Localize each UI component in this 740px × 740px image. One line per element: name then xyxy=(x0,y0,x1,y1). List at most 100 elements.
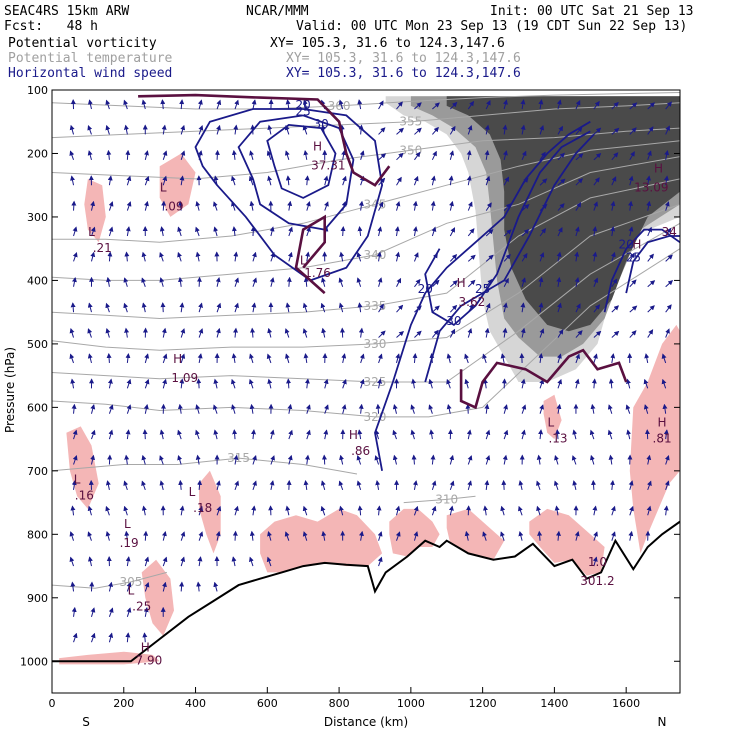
wind-vector xyxy=(428,404,434,414)
wind-vector xyxy=(629,279,637,288)
wind-vector xyxy=(72,251,78,262)
wind-vector xyxy=(539,378,545,389)
wind-vector xyxy=(644,353,650,364)
theta-contour-310 xyxy=(403,495,476,504)
wind-vector xyxy=(143,606,149,617)
wind-vector xyxy=(177,403,183,414)
wind-vector xyxy=(521,277,526,287)
wind-vector xyxy=(105,480,111,490)
wind-vector xyxy=(607,429,613,440)
wind-vector xyxy=(378,201,384,211)
wind-vector xyxy=(338,99,344,110)
pink-region xyxy=(141,559,174,636)
wind-vector xyxy=(124,454,130,465)
field-label-wind: Horizontal wind speed xyxy=(8,66,173,81)
wind-vector xyxy=(575,126,583,135)
wind-vector xyxy=(357,429,363,440)
wind-vector xyxy=(126,607,132,617)
y-tick-label: 600 xyxy=(27,401,48,414)
wind-vector xyxy=(377,556,383,567)
wind-vector xyxy=(593,330,602,338)
plot-area: 3053103153203253303353403453503553602025… xyxy=(52,92,680,667)
wind-vector xyxy=(539,252,545,262)
wind-vector xyxy=(69,327,75,338)
wind-vector xyxy=(647,280,656,288)
wind-vector xyxy=(521,150,527,161)
wind-vector xyxy=(108,201,114,211)
wind-contour-30 xyxy=(266,123,337,199)
y-axis-label: Pressure (hPa) xyxy=(3,347,17,433)
wind-vector xyxy=(144,150,149,160)
wind-vector xyxy=(338,277,344,287)
wind-vector xyxy=(647,253,654,262)
theta-contour-label: 355 xyxy=(399,115,422,129)
wind-vector xyxy=(321,530,327,541)
wind-vector xyxy=(643,378,649,389)
wind-vector xyxy=(105,99,111,110)
wind-vector xyxy=(503,99,508,110)
wind-vector xyxy=(628,226,634,237)
field-xy-wind: XY= 105.3, 31.6 to 124.3,147.6 xyxy=(286,66,521,81)
wind-vector xyxy=(449,480,455,491)
wind-vector xyxy=(537,530,543,541)
wind-vector xyxy=(520,99,526,110)
wind-vector xyxy=(232,530,238,541)
wind-vector xyxy=(396,304,404,313)
wind-vector xyxy=(302,99,308,110)
wind-vector xyxy=(233,454,239,465)
wind-vector xyxy=(357,226,363,237)
wind-vector xyxy=(607,404,613,414)
wind-vector xyxy=(108,429,114,440)
wind-vector xyxy=(142,632,148,643)
wind-vector xyxy=(396,101,403,110)
wind-vector xyxy=(339,454,344,465)
wind-vector xyxy=(484,149,490,160)
pink-region xyxy=(260,508,383,573)
wind-vector xyxy=(269,480,275,490)
wind-vector xyxy=(557,353,562,364)
wind-vector xyxy=(395,353,401,364)
wind-vector xyxy=(267,327,273,338)
model-title: SEAC4RS 15km ARW xyxy=(4,4,130,19)
wind-vector xyxy=(467,279,476,288)
wind-vector xyxy=(412,352,418,363)
wind-vector xyxy=(521,203,530,211)
wind-vector xyxy=(518,530,524,541)
wind-vector xyxy=(665,328,670,338)
wind-vector xyxy=(554,454,559,465)
wind-vector xyxy=(197,353,203,364)
wind-vector xyxy=(430,454,436,465)
wind-vector xyxy=(611,101,619,110)
wind-vector xyxy=(643,404,649,414)
wind-vector xyxy=(248,378,254,389)
wind-vector xyxy=(162,530,167,541)
wind-vector xyxy=(178,276,183,287)
wind-vector xyxy=(269,429,275,440)
wind-vector xyxy=(285,99,291,110)
wind-vector xyxy=(608,378,614,389)
theta-contour-label: 340 xyxy=(364,248,387,262)
wind-vector xyxy=(575,202,582,211)
wind-vector xyxy=(628,530,634,541)
wind-vector xyxy=(125,632,131,643)
wind-vector xyxy=(449,200,454,211)
wind-vector xyxy=(251,429,256,440)
wind-vector xyxy=(303,479,309,490)
wind-vector xyxy=(213,581,219,592)
pv-extremum-label: H xyxy=(658,415,667,429)
wind-vector xyxy=(195,226,200,237)
wind-vector xyxy=(611,531,616,541)
wind-vector xyxy=(302,531,308,541)
wind-vector xyxy=(611,330,620,338)
wind-vector xyxy=(396,152,404,161)
wind-vector xyxy=(198,531,204,541)
wind-vector xyxy=(90,607,96,617)
wind-vector xyxy=(70,302,76,313)
y-tick-label: 500 xyxy=(27,338,48,351)
wind-vector xyxy=(464,353,469,364)
wind-vector xyxy=(628,480,634,491)
wind-vector xyxy=(161,327,167,338)
wind-vector xyxy=(395,251,401,262)
wind-vector xyxy=(464,530,470,541)
